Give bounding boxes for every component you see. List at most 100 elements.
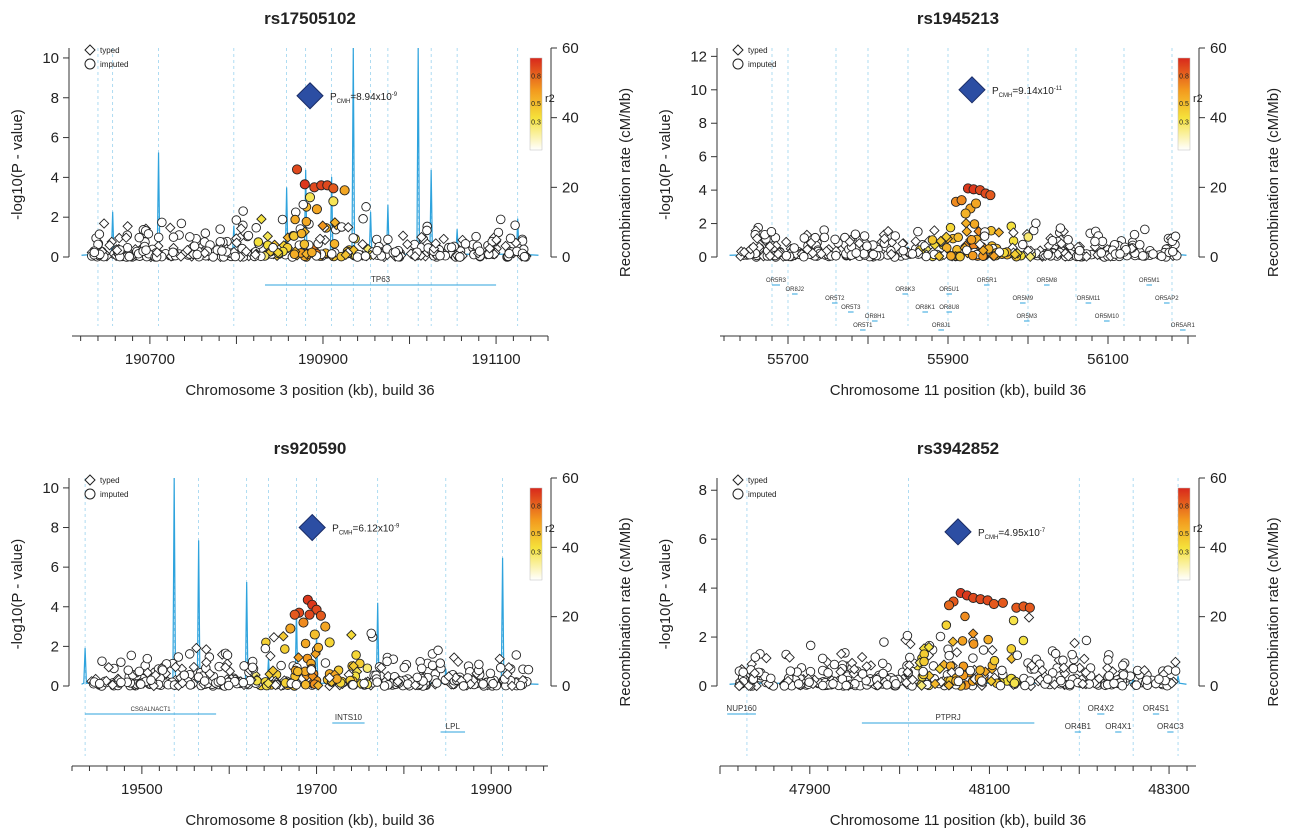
snp-imputed [176,218,187,229]
snp-imputed [1074,245,1085,256]
snp-typed [1009,249,1021,260]
snp-typed [312,680,324,691]
snp-imputed [247,662,258,673]
snp-imputed [291,679,302,690]
snp-typed [452,656,464,668]
snp-imputed [898,245,908,256]
y-tick-label-left: 6 [699,531,707,548]
snp-imputed [960,611,970,622]
snp-imputed [945,222,956,233]
snp-typed [392,676,404,687]
snp-typed [748,241,759,253]
y-tick-label-left: 4 [699,580,707,597]
pvalue-mantissa: =8.94x10 [350,92,392,103]
snp-typed [849,663,860,675]
r2-label: r2 [545,93,555,105]
snp-top [309,629,320,640]
snp-imputed [1131,680,1142,690]
snp-top [988,598,999,610]
snp-typed [267,665,279,676]
snp-cloud [86,628,534,692]
snp-imputed [488,678,498,689]
y-tick-label-left: 6 [51,130,59,147]
snp-typed [122,221,133,232]
snp-imputed [1023,232,1033,242]
snp-imputed [299,239,310,249]
legend-imputed-symbol [732,58,744,70]
snp-typed [1069,637,1080,649]
y-tick-label-left: 10 [42,50,59,67]
legend-imputed-symbol [84,58,96,70]
snp-imputed [184,649,195,659]
snp-imputed [799,251,809,262]
snp-typed [409,251,421,262]
snp-typed [240,246,252,257]
snp-imputed [1168,246,1178,257]
r2-color-bar [1177,57,1191,151]
snp-imputed [192,249,202,260]
snp-top [299,179,310,190]
snp-imputed [1129,229,1140,240]
snp-typed [772,248,784,260]
snp-imputed [1006,644,1017,654]
snp-imputed [823,668,833,678]
snp-typed [780,236,792,248]
snp-typed [250,249,261,260]
snp-imputed [738,667,748,677]
gene-label: OR5AP2 [1155,296,1179,302]
chart-title: rs920590 [274,439,347,458]
legend-typed-symbol [732,474,744,486]
snp-imputed [1055,223,1066,233]
pvalue-mantissa: =4.95x10 [998,528,1040,539]
snp-imputed [913,226,923,237]
snp-imputed [962,245,972,256]
y-tick-label-right: 0 [562,678,570,695]
gene-label: OR4C3 [1157,722,1184,731]
snp-imputed [495,663,506,673]
gene-label: OR8H1 [865,314,886,320]
snp-typed [933,250,945,262]
y-tick-label-left: 8 [699,482,707,499]
snp-cloud [733,611,1181,692]
snp-imputed [1118,670,1129,680]
pvalue-subscript: CMH [339,531,353,537]
legend-typed-label: typed [748,476,768,485]
y-tick-label-left: 6 [51,559,59,576]
snp-imputed [238,206,248,216]
y-axis-label-left: -log10(P - value) [9,539,26,650]
snp-imputed [320,658,331,668]
snp-imputed [301,216,312,227]
r2-tick-label: 0.5 [1179,101,1189,108]
snp-imputed [435,658,445,668]
snp-typed [410,679,421,691]
snp-imputed [828,679,838,689]
snp-typed [1023,612,1035,623]
snp-typed [934,663,946,675]
snp-imputed [243,230,254,241]
snp-top [304,192,316,203]
snp-imputed [238,677,249,688]
snp-imputed [157,217,167,228]
y-tick-label-left: 2 [51,209,59,226]
snp-imputed [253,237,264,247]
snp-imputed [878,668,888,679]
pvalue-subscript: CMH [337,99,351,105]
y-tick-label-left: 4 [699,182,707,199]
y-tick-label-left: 2 [51,638,59,655]
snp-typed [201,644,212,655]
r2-label: r2 [1193,523,1203,535]
snp-imputed [944,650,954,661]
snp-typed [854,238,865,249]
snp-typed [923,641,935,653]
snp-imputed [478,679,488,689]
gene-label: OR4B1 [1065,722,1092,731]
snp-typed [987,644,998,656]
snp-typed [1026,660,1038,671]
snp-imputed [215,236,226,247]
snp-imputed [123,665,134,675]
snp-typed [941,231,952,243]
snp-imputed [829,659,840,670]
snp-imputed [474,659,484,670]
snp-imputed [361,202,371,212]
snp-imputed [366,628,377,639]
